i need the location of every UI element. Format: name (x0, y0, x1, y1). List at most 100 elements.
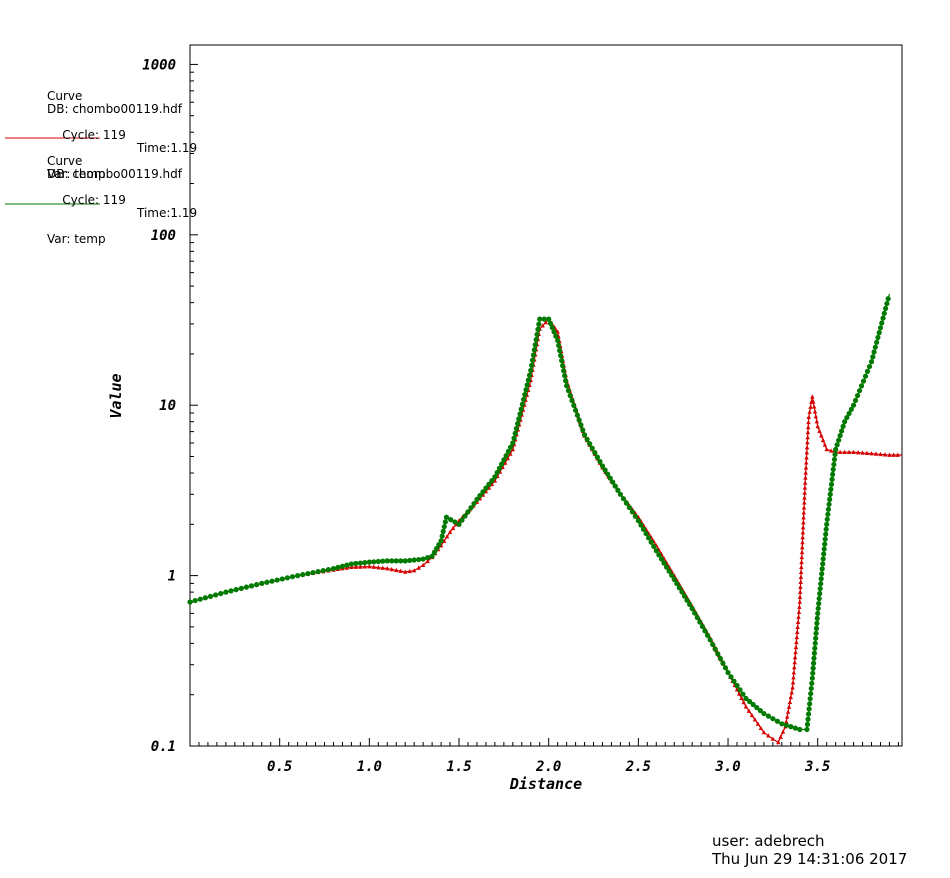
data-point (816, 600, 822, 607)
data-point (811, 650, 817, 656)
data-point (876, 330, 882, 336)
data-point (834, 442, 840, 448)
data-point (815, 605, 821, 612)
data-point (795, 629, 800, 635)
data-point (443, 514, 450, 520)
data-point (615, 487, 621, 493)
data-point (656, 552, 662, 558)
x-tick-label: 3.0 (714, 759, 740, 775)
data-point (875, 334, 881, 341)
data-point (824, 446, 829, 452)
data-point (828, 448, 834, 453)
data-point (864, 368, 871, 374)
data-point (572, 407, 579, 413)
data-point (788, 724, 794, 730)
data-point (380, 565, 385, 570)
data-point (556, 342, 562, 349)
data-point (699, 623, 706, 630)
data-point (874, 339, 880, 345)
data-point (752, 717, 758, 722)
y-axis: 0.1 1 10 100 1000 (142, 57, 198, 755)
data-point (800, 525, 806, 530)
data-point (228, 588, 234, 594)
data-point (799, 549, 805, 555)
data-point (561, 368, 567, 374)
data-point (815, 610, 821, 617)
data-point (620, 496, 627, 502)
data-point (816, 595, 822, 602)
data-point (496, 465, 502, 471)
data-point (694, 614, 700, 621)
data-point (444, 534, 450, 539)
data-point (881, 310, 887, 316)
data-point (818, 576, 824, 582)
data-point (489, 477, 495, 484)
data-point (533, 337, 539, 343)
data-point (872, 344, 878, 350)
data-point (429, 553, 435, 559)
data-point (420, 562, 426, 568)
data-point (528, 367, 534, 374)
data-point (746, 698, 753, 705)
data-point (433, 545, 440, 552)
data-point (806, 706, 812, 712)
data-point (607, 475, 613, 481)
data-point (837, 449, 843, 454)
data-point (803, 465, 809, 470)
data-point (792, 664, 797, 670)
data-point (441, 524, 447, 530)
data-point (785, 709, 791, 714)
data-point (474, 496, 480, 503)
legend-label: Curve (47, 89, 83, 103)
data-point (808, 690, 814, 697)
data-point (626, 504, 632, 511)
x-tick-label: 0.5 (267, 759, 292, 775)
data-point (791, 675, 796, 680)
data-point (284, 575, 290, 581)
data-point (483, 485, 489, 491)
data-point (671, 576, 677, 582)
legend-cycle: Cycle: 119 (62, 193, 126, 207)
x-tick-label: 1.5 (446, 759, 471, 775)
data-point (805, 439, 810, 445)
data-point (804, 721, 811, 727)
data-point (818, 581, 824, 587)
data-point (821, 546, 827, 552)
data-point (462, 513, 468, 519)
data-point (792, 659, 797, 665)
data-point (796, 609, 802, 614)
data-point (305, 570, 311, 577)
data-point (289, 574, 296, 580)
data-point (439, 533, 445, 539)
data-point (792, 725, 798, 731)
x-tick-label: 2.5 (625, 759, 651, 775)
data-point (794, 639, 799, 645)
data-point (389, 558, 395, 564)
data-point (697, 619, 703, 625)
data-point (746, 708, 752, 713)
data-point (511, 435, 517, 441)
data-point (546, 316, 552, 322)
data-point (851, 449, 856, 454)
data-point (522, 392, 528, 398)
data-point (737, 691, 742, 696)
data-point (844, 414, 850, 421)
data-point (776, 739, 781, 745)
data-point (817, 586, 823, 592)
data-point (812, 645, 818, 651)
data-point (707, 637, 713, 643)
data-point (513, 425, 520, 432)
data-point (799, 559, 804, 565)
data-point (846, 449, 852, 454)
data-point (349, 564, 354, 570)
data-point (829, 476, 835, 482)
data-point (486, 481, 492, 487)
data-point (537, 316, 543, 322)
data-point (541, 316, 547, 322)
data-point (810, 394, 815, 399)
data-point (819, 566, 825, 572)
data-point (563, 378, 569, 384)
data-point (207, 593, 214, 599)
data-point (648, 539, 654, 545)
data-point (547, 320, 554, 326)
